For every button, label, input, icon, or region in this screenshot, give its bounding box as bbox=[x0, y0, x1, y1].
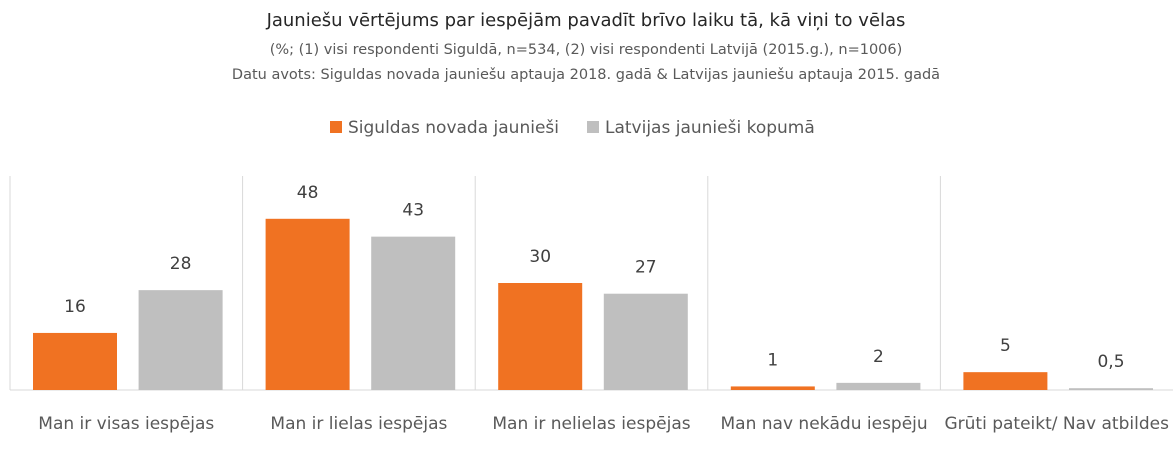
chart-source: Datu avots: Siguldas novada jauniešu apt… bbox=[232, 67, 940, 83]
value-label: 48 bbox=[297, 183, 319, 203]
value-label: 2 bbox=[873, 347, 884, 367]
x-tick-label: Man nav nekādu iespēju bbox=[721, 414, 928, 434]
value-label: 27 bbox=[635, 258, 657, 278]
legend-label: Latvijas jaunieši kopumā bbox=[605, 118, 815, 138]
bar bbox=[265, 218, 350, 390]
chart-title: Jauniešu vērtējums par iespējām pavadīt … bbox=[266, 10, 906, 31]
legend-swatch bbox=[587, 121, 599, 133]
value-label: 5 bbox=[1000, 336, 1011, 356]
bar bbox=[730, 386, 815, 390]
bar bbox=[1069, 388, 1153, 390]
x-tick-label: Man ir nelielas iespējas bbox=[492, 414, 690, 434]
value-label: 43 bbox=[402, 201, 424, 221]
bar bbox=[371, 236, 456, 390]
bar bbox=[33, 332, 117, 390]
bar bbox=[138, 290, 223, 390]
value-label: 1 bbox=[767, 350, 778, 370]
bar bbox=[603, 293, 688, 390]
bar bbox=[836, 382, 921, 390]
x-tick-label: Man ir lielas iespējas bbox=[270, 414, 447, 434]
legend-label: Siguldas novada jaunieši bbox=[348, 118, 559, 138]
bar bbox=[963, 372, 1048, 390]
bar bbox=[498, 283, 583, 390]
chart-subtitle: (%; (1) visi respondenti Siguldā, n=534,… bbox=[270, 42, 903, 58]
x-tick-label: Grūti pateikt/ Nav atbildes bbox=[944, 414, 1169, 434]
value-label: 16 bbox=[64, 297, 86, 317]
x-tick-label: Man ir visas iespējas bbox=[38, 414, 214, 434]
value-label: 0,5 bbox=[1097, 352, 1124, 372]
legend-swatch bbox=[330, 121, 342, 133]
value-label: 30 bbox=[529, 247, 551, 267]
value-label: 28 bbox=[170, 254, 192, 274]
